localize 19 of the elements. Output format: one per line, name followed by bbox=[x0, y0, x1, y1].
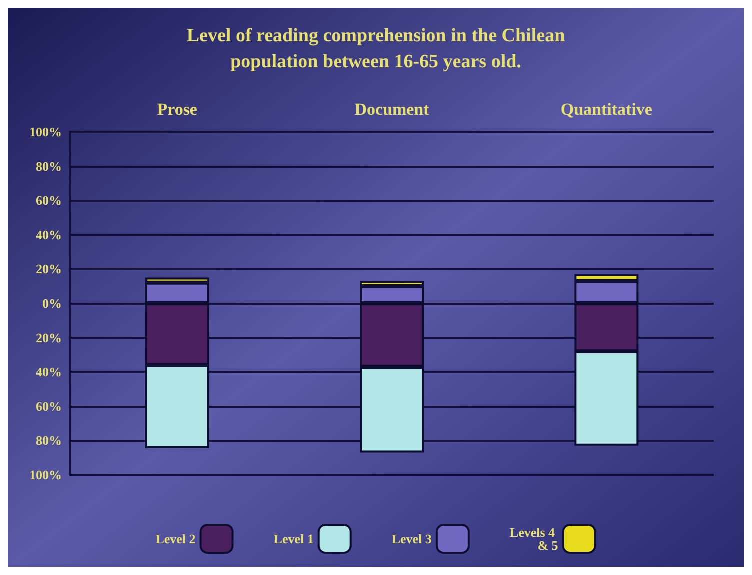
y-tick-label: 60% bbox=[36, 193, 62, 208]
y-tick-label: 40% bbox=[36, 364, 62, 380]
y-tick-label: 40% bbox=[36, 227, 62, 242]
legend-label: Level 2 bbox=[156, 532, 196, 546]
x-tick-label: Document bbox=[354, 100, 430, 119]
y-tick-label: 0% bbox=[42, 296, 62, 311]
y-tick-label: 20% bbox=[36, 330, 62, 346]
legend-label: Levels 4 & 5 bbox=[510, 525, 559, 553]
x-tick-label: Quantitative bbox=[560, 100, 653, 119]
legend-label: Level 3 bbox=[392, 532, 432, 546]
y-tick-label: 80% bbox=[36, 158, 62, 174]
y-tick-label: 100% bbox=[30, 468, 62, 482]
chart-title: Level of reading comprehension in the Chilean population between 16-65 years old. bbox=[186, 26, 566, 72]
y-tick-label: 20% bbox=[36, 262, 62, 277]
y-tick-label: 60% bbox=[36, 398, 62, 414]
y-tick-label: 100% bbox=[30, 124, 62, 140]
x-tick-label: Prose bbox=[157, 100, 198, 119]
y-tick-label: 80% bbox=[36, 433, 62, 448]
legend-label: Level 1 bbox=[274, 532, 314, 546]
